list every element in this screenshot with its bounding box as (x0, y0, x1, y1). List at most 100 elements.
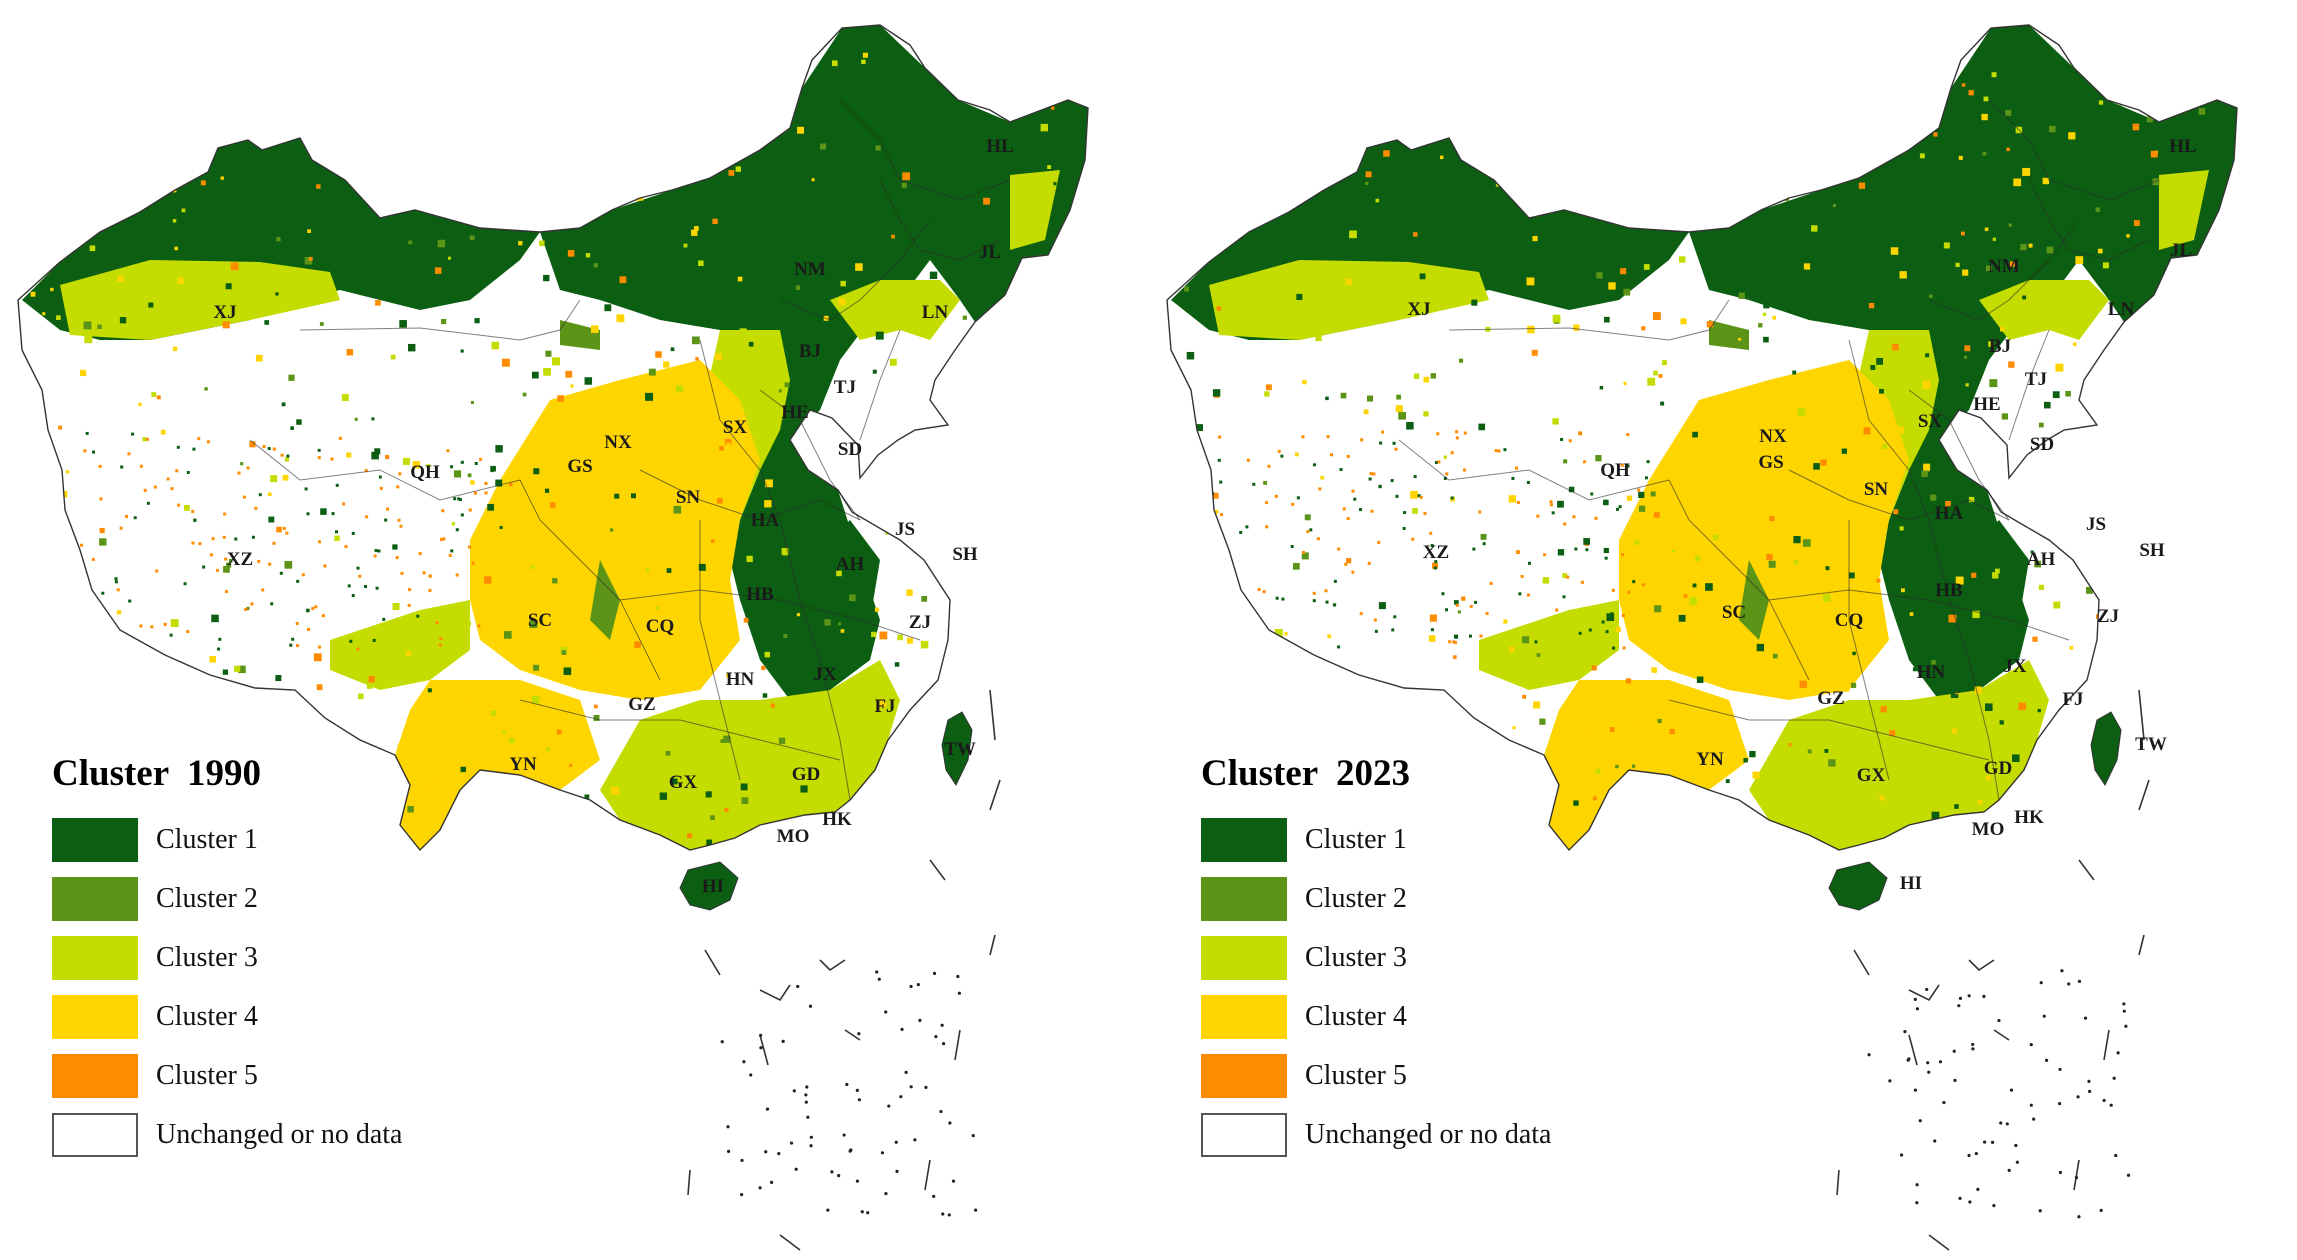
plateau-dot (211, 537, 215, 541)
speckle (522, 392, 527, 397)
islet (951, 1179, 956, 1183)
speckle (705, 791, 712, 798)
speckle (1650, 491, 1656, 497)
province-label-jl: JL (2170, 240, 2192, 261)
speckle (1868, 47, 1873, 52)
islet (2042, 1014, 2046, 1018)
speckle (1480, 533, 1487, 540)
speckle (1336, 172, 1344, 180)
speckle (1615, 626, 1621, 633)
speckle (1743, 758, 1748, 763)
country-outline (17, 24, 1089, 852)
speckle (901, 182, 907, 188)
islet (1971, 1042, 1975, 1047)
speckle (509, 482, 513, 487)
speckle (1003, 728, 1010, 735)
speckle (1898, 71, 1903, 76)
plateau-dot (335, 483, 339, 487)
speckle (784, 382, 790, 388)
speckle (1412, 508, 1418, 514)
plateau-dot (477, 624, 481, 628)
islet (781, 1039, 785, 1043)
plateau-dot (1246, 458, 1250, 462)
speckle (1615, 764, 1619, 769)
speckle (1683, 594, 1688, 598)
islet (1925, 987, 1929, 992)
speckle (531, 695, 540, 704)
speckle (611, 138, 618, 145)
legend-label: Cluster 2 (156, 882, 258, 914)
plateau-dot (331, 512, 335, 516)
speckle (1003, 90, 1010, 98)
islet (842, 1133, 846, 1137)
plateau-dot (484, 491, 488, 495)
speckle (426, 464, 431, 469)
plateau-dot (191, 510, 195, 514)
speckle (954, 143, 959, 148)
speckle (509, 737, 515, 744)
province-label-fj: FJ (2062, 689, 2083, 710)
province-border (879, 179, 1001, 261)
plateau-dot (116, 588, 120, 592)
speckle (1265, 384, 1272, 391)
speckle (346, 349, 354, 356)
speckle (2038, 422, 2044, 428)
province-label-mo: MO (1972, 819, 2005, 840)
legend-label: Cluster 5 (156, 1059, 258, 1091)
plateau-dot (279, 571, 283, 575)
plateau-dot (375, 586, 379, 590)
speckle (726, 442, 731, 447)
plateau-dot (62, 526, 66, 530)
province-label-sn: SN (676, 487, 701, 508)
speckle (341, 393, 349, 401)
plateau-dot (1346, 517, 1350, 521)
plateau-dot (1394, 447, 1398, 451)
province-border (1398, 439, 1670, 501)
sea-boundary-dash (2073, 1159, 2080, 1191)
speckle (1992, 237, 1996, 241)
islet (948, 1121, 952, 1125)
speckle (97, 324, 102, 330)
province-label-xj: XJ (1407, 299, 1430, 320)
islet (909, 1085, 913, 1089)
plateau-dot (146, 501, 150, 505)
speckle (645, 568, 650, 573)
speckle (1972, 610, 1980, 619)
province-label-hk: HK (2014, 807, 2044, 828)
speckle (1882, 444, 1888, 450)
plateau-dot (1312, 591, 1316, 595)
islet (2077, 1215, 2081, 1219)
speckle (1453, 655, 1457, 659)
speckle (2133, 220, 2140, 227)
taiwan-island (941, 711, 973, 787)
speckle (1002, 562, 1010, 571)
speckle (1057, 333, 1066, 342)
cluster-zone-cluster2 (560, 320, 600, 350)
speckle (2073, 342, 2077, 346)
speckle (1960, 231, 1965, 236)
speckle (1919, 153, 1925, 159)
sea-boundary-dash (989, 934, 996, 956)
speckle (35, 502, 42, 509)
speckle (276, 526, 282, 533)
province-label-tj: TJ (834, 377, 856, 398)
speckle (2065, 390, 2071, 397)
speckle (1649, 94, 1658, 103)
speckle (549, 502, 556, 508)
speckle (732, 100, 741, 109)
islet (809, 1144, 813, 1148)
speckle (1057, 44, 1065, 51)
islet (1915, 1183, 1919, 1187)
speckle (386, 123, 391, 128)
speckle (316, 684, 323, 691)
speckle (1638, 505, 1646, 512)
legend-2023: Cluster 2023 Cluster 1 Cluster 2 Cluster 3… (1201, 752, 1681, 1164)
speckle (1060, 409, 1068, 417)
speckle (1064, 561, 1072, 568)
speckle (1845, 134, 1854, 143)
speckle (131, 209, 136, 214)
plateau-dot (1262, 590, 1266, 594)
speckle (1608, 282, 1616, 290)
plateau-dot (1277, 449, 1281, 453)
plateau-dot (1472, 547, 1476, 551)
